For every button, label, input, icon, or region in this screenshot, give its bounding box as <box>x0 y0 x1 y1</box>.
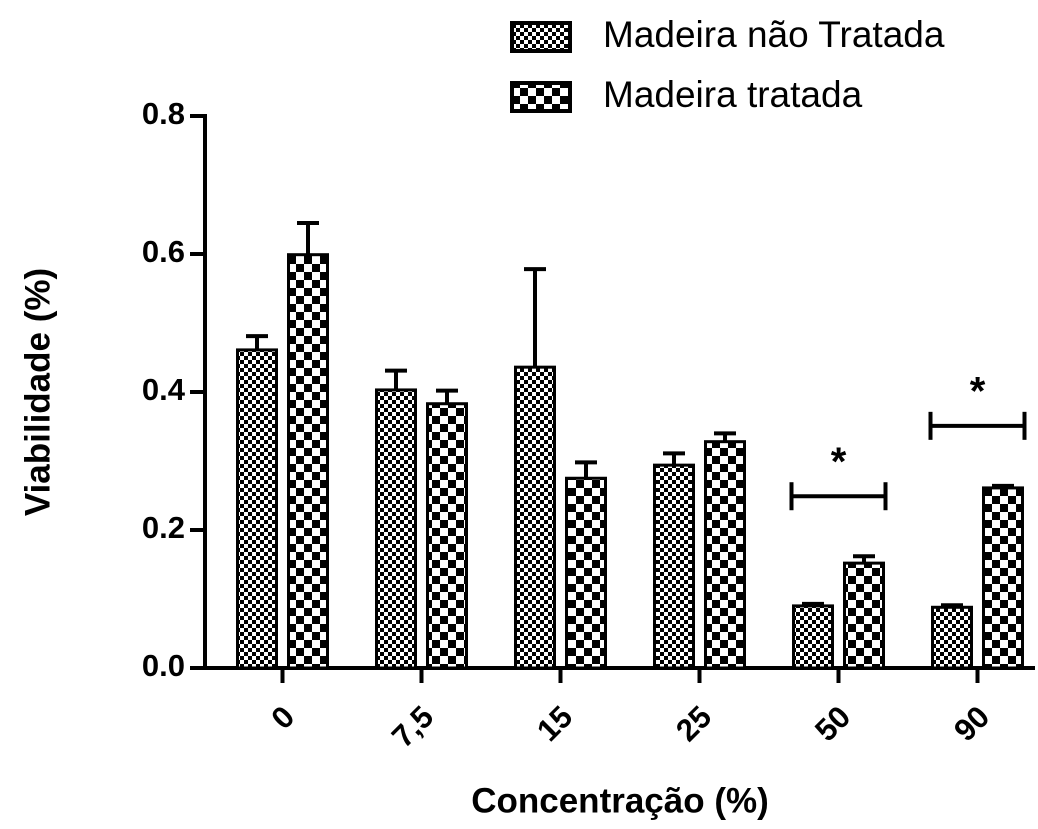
bar <box>982 486 1024 670</box>
x-axis-title: Concentração (%) <box>471 781 769 820</box>
x-tick-label: 25 <box>669 699 718 748</box>
bar <box>931 605 973 670</box>
bar <box>287 253 329 670</box>
bar <box>653 463 695 670</box>
significance-mark: * <box>970 369 986 413</box>
y-tick-label: 0.4 <box>142 372 186 407</box>
bar <box>514 365 556 670</box>
y-tick-label: 0.6 <box>142 234 185 269</box>
bar <box>843 561 885 670</box>
bar <box>236 348 278 670</box>
bar <box>426 402 468 670</box>
x-tick-label: 90 <box>947 699 996 748</box>
bar <box>565 476 607 670</box>
x-tick-label: 50 <box>808 699 857 748</box>
x-tick-label: 7,5 <box>385 699 440 754</box>
y-tick-label: 0.8 <box>142 96 185 131</box>
x-tick-label: 0 <box>264 699 301 736</box>
bar <box>792 604 834 670</box>
legend-label: Madeira não Tratada <box>603 14 945 55</box>
legend-swatch <box>510 81 572 113</box>
bar <box>704 440 746 670</box>
bar <box>375 388 417 670</box>
x-tick-label: 15 <box>530 699 579 748</box>
significance-mark: * <box>831 440 847 484</box>
y-axis-title: Viabilidade (%) <box>18 268 57 516</box>
y-tick-label: 0.0 <box>142 648 185 683</box>
legend-swatch <box>510 21 572 53</box>
legend-label: Madeira tratada <box>603 74 863 115</box>
y-tick-label: 0.2 <box>142 510 185 545</box>
